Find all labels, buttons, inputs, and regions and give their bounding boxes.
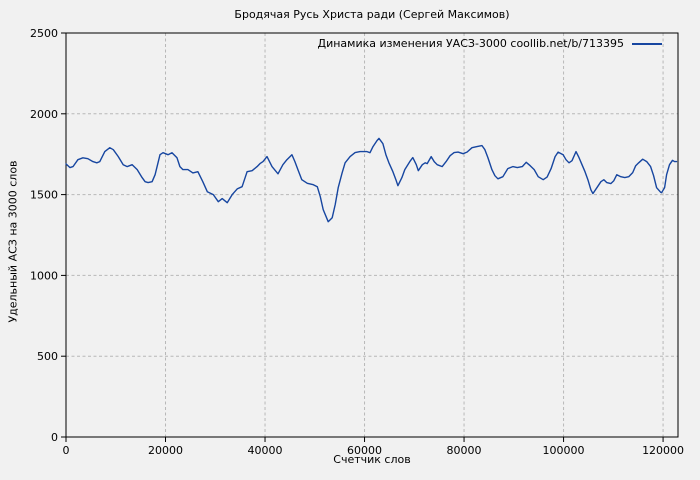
data-line	[65, 137, 678, 223]
svg-text:2000: 2000	[30, 108, 58, 121]
svg-text:80000: 80000	[447, 444, 482, 457]
svg-text:0: 0	[51, 431, 58, 444]
chart-title: Бродячая Русь Христа ради (Сергей Максим…	[234, 8, 510, 21]
svg-text:20000: 20000	[148, 444, 183, 457]
y-tick-labels: 0 500 1000 1500 2000 2500	[30, 27, 58, 444]
grid-lines	[66, 33, 678, 437]
x-axis-label: Счетчик слов	[333, 453, 411, 466]
svg-text:500: 500	[37, 350, 58, 363]
svg-text:40000: 40000	[248, 444, 283, 457]
legend: Динамика изменения УАСЗ-3000 coollib.net…	[317, 37, 662, 50]
svg-text:0: 0	[63, 444, 70, 457]
x-tick-labels: 0 20000 40000 60000 80000 100000 120000	[63, 444, 685, 457]
svg-text:2500: 2500	[30, 27, 58, 40]
svg-text:1000: 1000	[30, 269, 58, 282]
plot-border	[65, 32, 679, 438]
legend-label: Динамика изменения УАСЗ-3000 coollib.net…	[317, 37, 625, 50]
y-axis-label: Удельный АСЗ на 3000 слов	[6, 160, 20, 323]
svg-text:100000: 100000	[543, 444, 585, 457]
svg-text:120000: 120000	[642, 444, 684, 457]
legend-line-swatch	[632, 42, 662, 45]
svg-text:1500: 1500	[30, 189, 58, 202]
tick-marks	[61, 32, 664, 442]
svg-text:60000: 60000	[347, 444, 382, 457]
